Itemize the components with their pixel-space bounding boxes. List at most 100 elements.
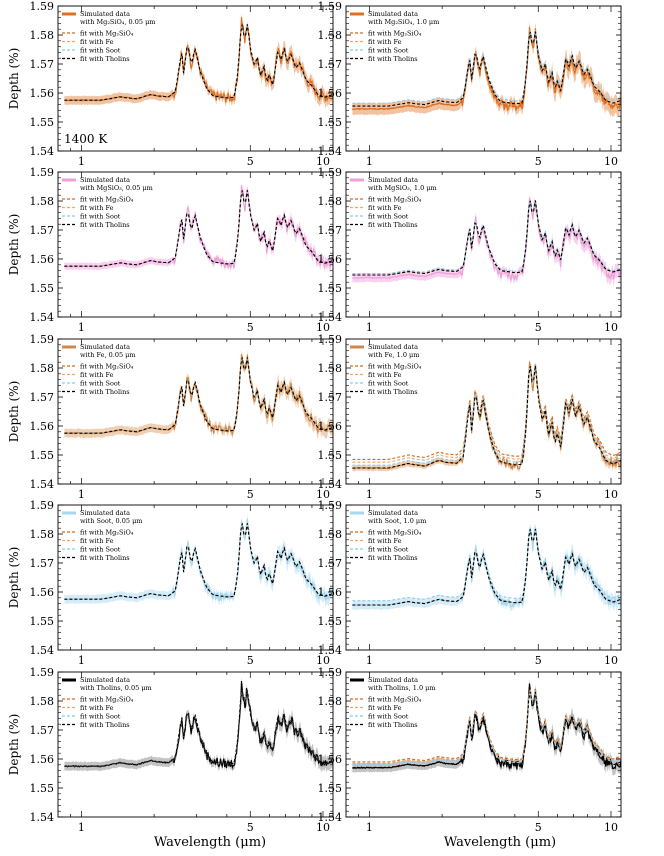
x-tick-label: 1: [78, 654, 85, 667]
legend-label-fit-fe-line: fit with Fe: [80, 38, 114, 46]
legend-label-fit-soot-line: fit with Soot: [80, 380, 121, 388]
legend-label-fit-tholins-line: fit with Tholins: [80, 554, 130, 562]
fit-tholins-line: [352, 200, 621, 276]
legend-simulated-subtitle: with Tholins, 0.05 μm: [80, 684, 152, 692]
legend-label-fit-tholins-line: fit with Tholins: [368, 388, 418, 396]
y-tick-label: 1.59: [30, 0, 55, 13]
y-tick-label: 1.59: [318, 666, 343, 679]
y-tick-label: 1.59: [30, 499, 55, 512]
legend-simulated-subtitle: with Mg₂SiO₄, 1.0 μm: [368, 18, 439, 26]
plot-area: [64, 12, 333, 109]
plot-area: [64, 676, 333, 773]
fit-mg2sio4-line: [352, 362, 621, 460]
fit-tholins-line: [352, 365, 621, 469]
legend-label-fit-tholins-line: fit with Tholins: [368, 554, 418, 562]
simulated-data-line: [352, 197, 621, 282]
y-tick-label: 1.58: [30, 195, 55, 208]
legend-label-fit-tholins-line: fit with Tholins: [368, 221, 418, 229]
axes-frame: [57, 5, 334, 152]
y-tick-label: 1.57: [30, 58, 55, 71]
y-tick-label: 1.58: [318, 29, 343, 42]
y-tick-label: 1.58: [318, 695, 343, 708]
legend-label-fit-mg2sio4-line: fit with Mg₂SiO₄: [80, 529, 134, 537]
y-tick-label: 1.54: [318, 811, 343, 824]
x-tick-label: 10: [316, 654, 330, 667]
y-tick-label: 1.58: [30, 29, 55, 42]
y-tick-label: 1.54: [318, 145, 343, 158]
axes-frame: [345, 504, 622, 651]
legend-simulated-subtitle: with Tholins, 1.0 μm: [368, 684, 436, 692]
legend-simulated-title: Simulated data: [368, 176, 418, 184]
panels: 1.54 1.55 1.56 1.57 1.58 1.59 1 5 10 Depth (%) Sim…: [7, 0, 622, 834]
y-tick-label: 1.58: [318, 528, 343, 541]
y-tick-label: 1.56: [318, 420, 343, 433]
panel-fe-large: 1.54 1.55 1.56 1.57 1.58 1.59 1 5 10 Simulated da…: [318, 333, 622, 501]
x-tick-label: 5: [247, 321, 254, 334]
y-tick-label: 1.58: [318, 362, 343, 375]
legend-simulated-title: Simulated data: [368, 676, 418, 684]
legend-label-fit-mg2sio4-line: fit with Mg₂SiO₄: [80, 30, 134, 38]
y-axis-label: Depth (%): [7, 48, 21, 110]
legend-simulated-title: Simulated data: [368, 509, 418, 517]
legend-label-fit-mg2sio4-line: fit with Mg₂SiO₄: [80, 363, 134, 371]
legend-simulated-title: Simulated data: [80, 343, 130, 351]
legend-simulated-title: Simulated data: [368, 10, 418, 18]
y-tick-label: 1.54: [318, 478, 343, 491]
legend-label-fit-tholins-line: fit with Tholins: [80, 721, 130, 729]
x-tick-label: 1: [78, 321, 85, 334]
y-tick-label: 1.56: [30, 586, 55, 599]
y-tick-label: 1.54: [318, 644, 343, 657]
y-tick-label: 1.57: [30, 724, 55, 737]
y-tick-label: 1.56: [30, 253, 55, 266]
legend-label-fit-mg2sio4-line: fit with Mg₂SiO₄: [80, 196, 134, 204]
plot-area: [64, 514, 333, 608]
y-tick-label: 1.55: [318, 615, 343, 628]
x-tick-label: 1: [366, 654, 373, 667]
y-tick-label: 1.59: [318, 0, 343, 13]
x-tick-label: 10: [604, 321, 618, 334]
y-tick-label: 1.54: [30, 145, 55, 158]
legend-label-fit-tholins-line: fit with Tholins: [368, 721, 418, 729]
y-tick-label: 1.58: [30, 528, 55, 541]
y-tick-label: 1.54: [30, 478, 55, 491]
legend-label-fit-mg2sio4-line: fit with Mg₂SiO₄: [368, 696, 422, 704]
fit-tholins-line: [64, 523, 333, 600]
y-tick-label: 1.57: [318, 224, 343, 237]
x-tick-label: 5: [535, 321, 542, 334]
y-tick-label: 1.59: [30, 166, 55, 179]
y-tick-label: 1.55: [30, 449, 55, 462]
panel-fe-small: 1.54 1.55 1.56 1.57 1.58 1.59 1 5 10 Depth (%) Sim…: [7, 333, 334, 501]
legend-label-fit-mg2sio4-line: fit with Mg₂SiO₄: [368, 363, 422, 371]
plot-area: [352, 524, 621, 613]
y-tick-label: 1.59: [318, 166, 343, 179]
plot-area: [352, 679, 621, 776]
plot-area: [64, 349, 333, 440]
legend-label-fit-soot-line: fit with Soot: [368, 47, 409, 55]
legend-simulated-subtitle: with MgSiO₃, 0.05 μm: [80, 184, 153, 192]
simulated-data-band: [352, 193, 621, 287]
y-tick-label: 1.59: [30, 333, 55, 346]
x-tick-label: 10: [316, 821, 330, 834]
legend-label-fit-fe-line: fit with Fe: [368, 371, 402, 379]
legend-label-fit-fe-line: fit with Fe: [368, 704, 402, 712]
legend-label-fit-soot-line: fit with Soot: [368, 546, 409, 554]
y-tick-label: 1.57: [318, 724, 343, 737]
x-axis-label-right: Wavelength (μm): [444, 835, 556, 850]
legend-simulated-subtitle: with MgSiO₃, 1.0 μm: [368, 184, 437, 192]
x-tick-label: 1: [366, 821, 373, 834]
legend-label-fit-soot-line: fit with Soot: [80, 713, 121, 721]
legend-label-fit-fe-line: fit with Fe: [80, 371, 114, 379]
fit-tholins-line: [64, 690, 333, 767]
y-tick-label: 1.56: [30, 753, 55, 766]
y-axis-label: Depth (%): [7, 714, 21, 776]
y-tick-label: 1.55: [318, 116, 343, 129]
simulated-data-band: [64, 349, 333, 440]
legend-label-fit-fe-line: fit with Fe: [80, 537, 114, 545]
y-tick-label: 1.59: [318, 499, 343, 512]
y-tick-label: 1.57: [318, 58, 343, 71]
legend-label-fit-mg2sio4-line: fit with Mg₂SiO₄: [80, 696, 134, 704]
